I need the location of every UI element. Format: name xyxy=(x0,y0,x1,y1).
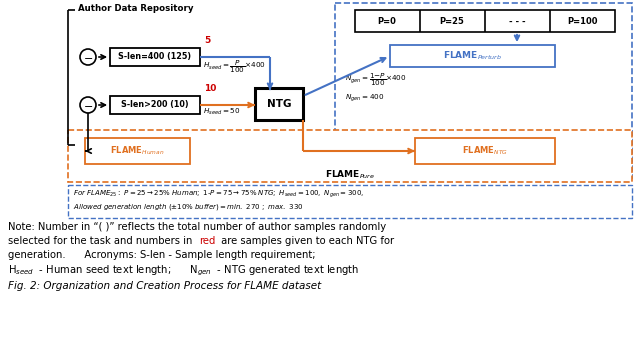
Text: P=100: P=100 xyxy=(567,17,597,26)
Text: $H_{seed}=\dfrac{P}{100}{\times}400$: $H_{seed}=\dfrac{P}{100}{\times}400$ xyxy=(203,59,266,75)
Text: selected for the task and numbers in: selected for the task and numbers in xyxy=(8,236,195,246)
Text: FLAME$_{Perturb}$: FLAME$_{Perturb}$ xyxy=(443,50,502,62)
Text: red: red xyxy=(199,236,216,246)
Circle shape xyxy=(80,97,96,113)
Text: $N_{gen}=\dfrac{1{-}P}{100}{\times}400$: $N_{gen}=\dfrac{1{-}P}{100}{\times}400$ xyxy=(345,72,406,88)
Text: Note: Number in “( )” reflects the total number of author samples randomly: Note: Number in “( )” reflects the total… xyxy=(8,222,386,232)
Text: generation.      Acronyms: S-len - Sample length requirement;: generation. Acronyms: S-len - Sample len… xyxy=(8,250,316,260)
Text: are samples given to each NTG for: are samples given to each NTG for xyxy=(218,236,394,246)
Text: P=0: P=0 xyxy=(378,17,396,26)
Text: $\it{Allowed\ generation\ length\ (\pm10\%\ buffer)=min.\ 270\ ;\ max.\ 330}$: $\it{Allowed\ generation\ length\ (\pm10… xyxy=(73,201,303,212)
Text: S-len=400 (125): S-len=400 (125) xyxy=(118,52,191,61)
Text: Author Data Repository: Author Data Repository xyxy=(78,4,193,13)
Text: $-$: $-$ xyxy=(83,100,93,110)
Text: FLAME$_{Pure}$: FLAME$_{Pure}$ xyxy=(325,169,375,181)
Bar xyxy=(110,48,200,66)
Text: Fig. 2: Organization and Creation Process for FLAME dataset: Fig. 2: Organization and Creation Proces… xyxy=(8,281,321,291)
Text: $N_{gen}{=}400$: $N_{gen}{=}400$ xyxy=(345,92,385,104)
Text: S-len>200 (10): S-len>200 (10) xyxy=(121,100,189,109)
Text: FLAME$_{NTG}$: FLAME$_{NTG}$ xyxy=(462,145,508,157)
Text: $H_{seed}{=}50$: $H_{seed}{=}50$ xyxy=(203,107,241,117)
Text: NTG: NTG xyxy=(267,99,291,109)
Bar xyxy=(68,130,632,182)
Bar xyxy=(255,88,303,120)
Text: P=25: P=25 xyxy=(440,17,465,26)
Text: - - -: - - - xyxy=(509,17,525,26)
Text: $\it{For\ FLAME_{25}:\ P=25\rightarrow25\%\ Human;\ 1\text{-}P=75\rightarrow75\%: $\it{For\ FLAME_{25}:\ P=25\rightarrow25… xyxy=(73,189,364,200)
Circle shape xyxy=(80,49,96,65)
Bar xyxy=(390,45,555,67)
Text: FLAME$_{Human}$: FLAME$_{Human}$ xyxy=(110,145,164,157)
Bar xyxy=(335,3,632,178)
Text: 5: 5 xyxy=(204,36,211,45)
Bar xyxy=(415,138,555,164)
Bar xyxy=(355,10,615,32)
Bar xyxy=(110,96,200,114)
Bar xyxy=(85,138,190,164)
Text: H$_{seed}$  - Human seed text length;      N$_{gen}$  - NTG generated text lengt: H$_{seed}$ - Human seed text length; N$_… xyxy=(8,264,359,278)
Bar xyxy=(68,185,632,218)
Text: 10: 10 xyxy=(204,84,216,93)
Text: $-$: $-$ xyxy=(83,52,93,62)
